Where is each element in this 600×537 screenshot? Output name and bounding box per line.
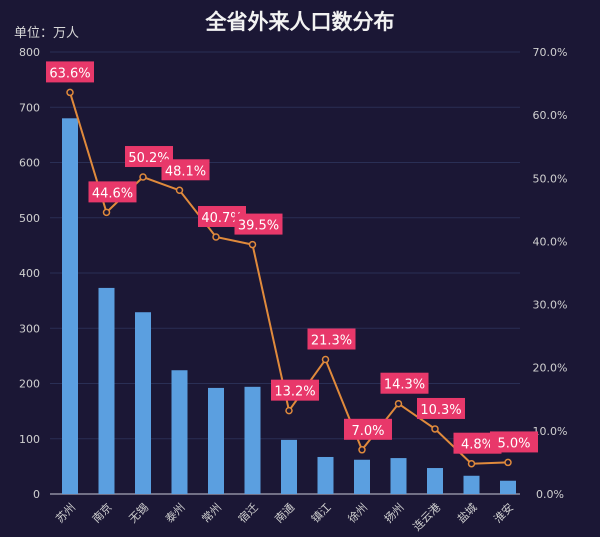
bar [244,386,261,494]
data-label: 21.3% [311,334,352,349]
bar [317,456,334,494]
y-tick-label: 200 [19,378,40,391]
x-tick-label: 泰州 [162,500,187,525]
chart-title: 全省外来人口数分布 [205,10,395,34]
data-label-box [307,328,356,350]
line-point [248,240,257,249]
data-label: 7.0% [351,424,384,439]
y2-tick-label: 10.0% [533,425,568,438]
y-tick-label: 400 [19,267,40,280]
x-tick-label: 镇江 [308,500,333,525]
data-label: 10.3% [420,403,461,418]
data-label: 5.0% [497,436,530,451]
x-tick-label: 南通 [272,501,297,526]
data-label: 39.5% [238,219,279,234]
data-label: 40.7% [201,211,242,226]
data-label: 13.2% [274,385,315,400]
data-label-box [380,372,429,394]
bar [427,468,443,494]
line-point [102,208,111,217]
y2-tick-label: 0.0% [536,488,564,501]
x-tick-label: 宿迁 [235,500,260,525]
data-label: 44.6% [92,186,133,201]
x-tick-label: 无锡 [126,500,151,525]
bar [500,480,516,494]
data-label-box [234,213,283,235]
y-tick-label: 800 [19,46,40,59]
x-tick-label: 南京 [89,500,114,525]
bar [171,370,188,494]
x-tick-label: 徐州 [345,500,370,525]
bar [208,387,224,494]
y2-tick-label: 70.0% [533,46,568,59]
y2-tick-label: 60.0% [533,109,568,122]
data-label-box [453,432,502,454]
x-tick-label: 苏州 [53,501,78,526]
line-point [139,173,147,181]
x-tick-label: 淮安 [491,500,516,525]
y2-tick-label: 20.0% [533,362,568,375]
line-point [285,406,293,415]
x-tick-label: 扬州 [381,500,406,525]
line-point [394,399,403,408]
bar [135,312,151,494]
line-point [504,458,512,467]
data-label-box [88,181,137,203]
line-point [212,233,220,241]
y-tick-label: 500 [19,212,40,225]
bar [463,475,480,494]
data-label: 14.3% [384,378,425,393]
data-label-box [417,397,465,419]
y-tick-label: 100 [19,433,40,446]
line-point [175,186,184,195]
y-tick-label: 0 [33,488,40,501]
data-label-box [46,61,94,83]
bar [98,287,115,494]
bar [281,439,297,494]
line-point [467,459,476,468]
data-label-box [271,379,319,401]
data-label-box [198,206,246,228]
data-label: 4.8% [461,438,494,453]
line-point [431,425,439,433]
data-label-box [125,146,173,168]
bar [354,459,370,494]
y-axis-unit: 单位：万人 [14,26,80,41]
x-tick-label: 常州 [199,501,224,526]
bar [62,118,78,495]
data-label: 48.1% [165,164,206,179]
x-tick-label: 连云港 [411,501,444,534]
y-tick-label: 300 [19,322,40,335]
data-label-box [344,418,392,440]
y-tick-label: 700 [19,101,40,114]
data-label-box [490,431,538,453]
line-point [66,88,74,97]
y-tick-label: 600 [19,157,40,170]
line-point [321,355,330,364]
data-label: 50.2% [128,151,169,166]
x-tick-label: 盐城 [455,501,480,526]
y2-tick-label: 50.0% [533,172,568,185]
data-label-box [161,159,210,181]
bar [390,458,407,494]
line-point [358,446,366,454]
y2-tick-label: 40.0% [533,235,568,248]
data-label: 63.6% [49,66,90,81]
y2-tick-label: 30.0% [533,299,568,312]
